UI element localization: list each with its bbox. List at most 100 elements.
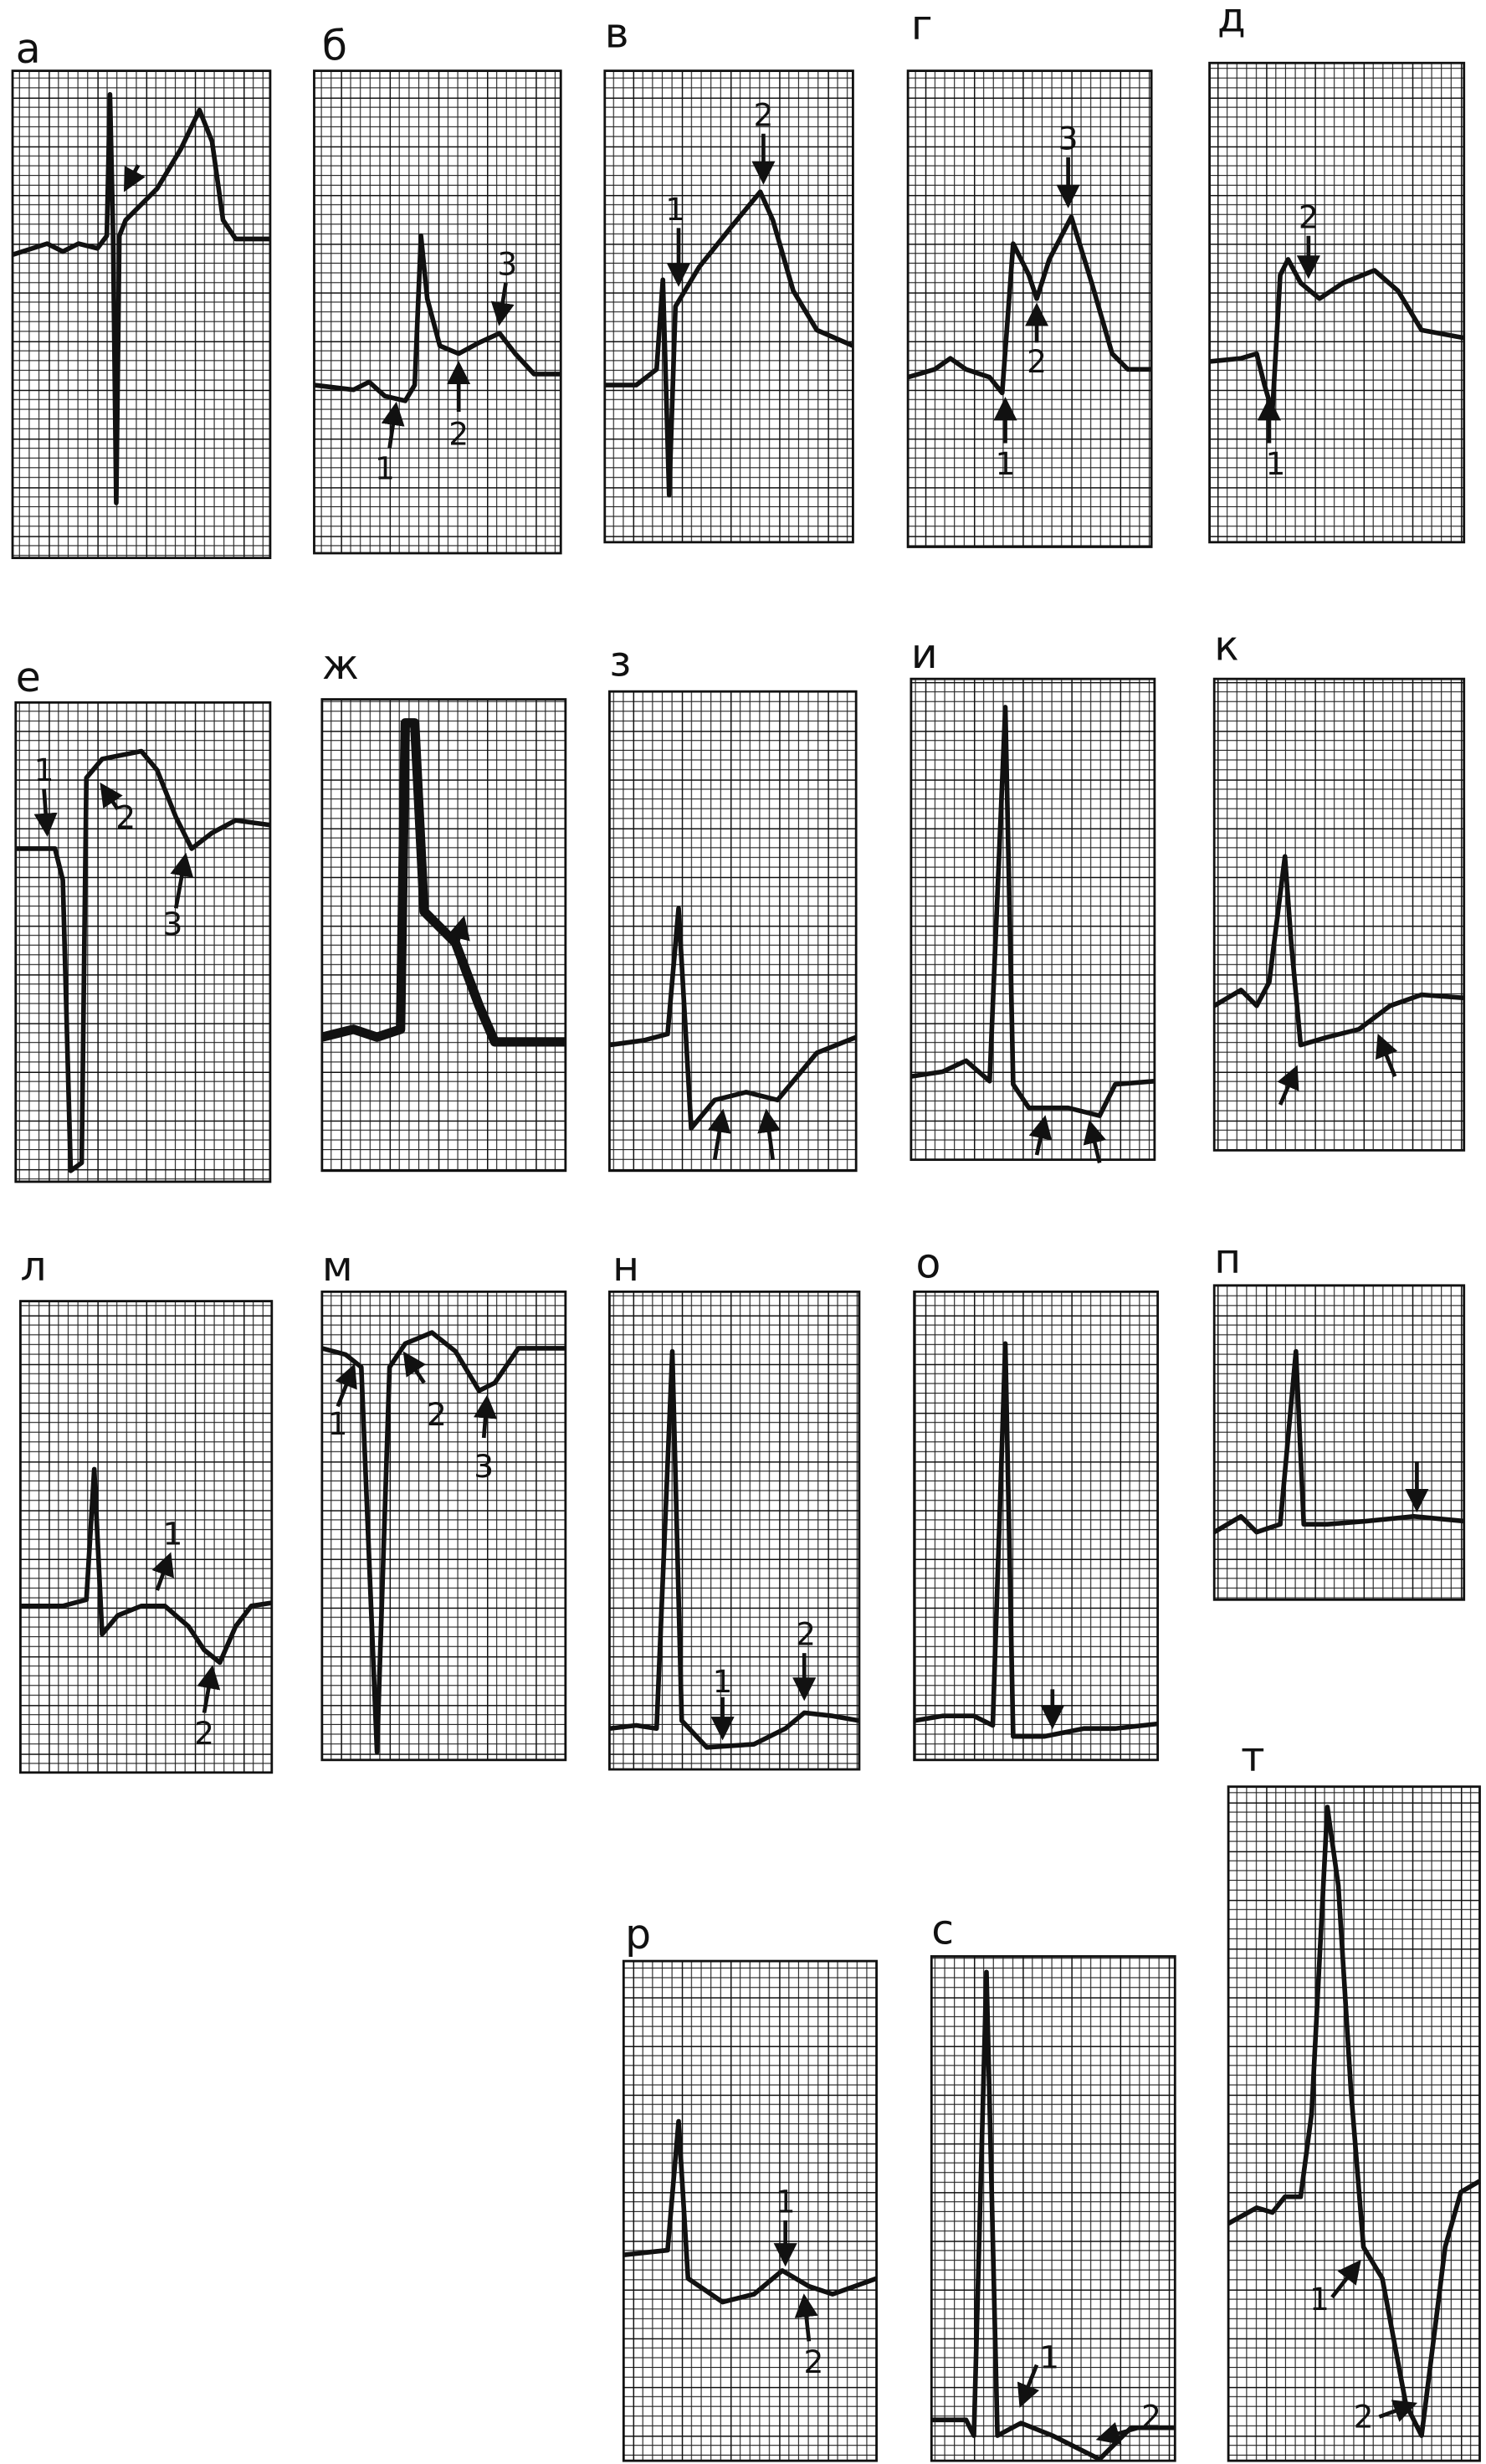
marker-label: 2 <box>427 1396 447 1433</box>
marker-label: 1 <box>665 191 685 228</box>
grid <box>313 69 562 555</box>
arrow <box>757 1108 781 1160</box>
ecg-trace <box>1212 854 1464 1048</box>
traces <box>12 91 1481 2462</box>
arrow <box>1375 1033 1398 1078</box>
ecg-trace <box>1227 1804 1481 2438</box>
panel-letter: е <box>16 654 41 701</box>
arrow <box>100 782 123 811</box>
ecg-trace <box>12 91 270 506</box>
arrow <box>1017 2364 1040 2408</box>
panel-letter: н <box>612 1243 639 1291</box>
ecg-trace <box>609 1348 860 1750</box>
marker-label: 3 <box>163 906 183 942</box>
ecg-trace <box>20 1466 273 1666</box>
grid <box>11 69 272 560</box>
panel-letter: г <box>911 2 933 49</box>
arrow <box>1083 1119 1107 1163</box>
arrow <box>123 164 146 192</box>
marker-label: 1 <box>328 1405 348 1442</box>
panel-letter: в <box>605 9 629 57</box>
ecg-trace <box>320 718 566 1047</box>
panel-letter: з <box>609 638 631 685</box>
marker-label: 1 <box>776 2183 796 2220</box>
arrow <box>1095 2421 1140 2446</box>
ecg-trace <box>1212 1348 1464 1535</box>
arrow <box>197 1665 221 1713</box>
marker-label: 3 <box>1058 120 1079 157</box>
arrows <box>33 133 1429 2446</box>
marker-label: 2 <box>115 799 136 836</box>
grid <box>608 1290 861 1771</box>
grid <box>1208 61 1466 544</box>
marker-label: 1 <box>375 450 395 487</box>
arrow <box>381 401 405 449</box>
arrow <box>1277 1065 1299 1106</box>
marker-label: 1 <box>1265 445 1285 482</box>
marker-label: 1 <box>713 1663 733 1700</box>
arrow <box>33 788 58 837</box>
panel-letter: м <box>322 1243 353 1291</box>
marker-label: 1 <box>996 445 1016 482</box>
ecg-trace <box>609 906 858 1131</box>
marker-label: 1 <box>1039 2338 1059 2375</box>
panel-letter: л <box>20 1243 46 1291</box>
marker-label: 2 <box>796 1616 816 1653</box>
ecg-trace <box>910 705 1155 1118</box>
marker-label: 2 <box>1299 198 1319 235</box>
arrow <box>707 1108 731 1161</box>
arrow <box>170 852 194 909</box>
marker-label: 2 <box>448 415 469 452</box>
arrow <box>151 1552 174 1591</box>
marker-label: 2 <box>753 96 773 133</box>
marker-label: 1 <box>34 752 54 788</box>
grid <box>913 1290 1160 1762</box>
grid <box>930 1955 1176 2462</box>
marker-label: 3 <box>497 246 517 283</box>
marker-label: 1 <box>1309 2281 1330 2318</box>
panel-letter: р <box>625 1911 651 1958</box>
panel-letter: к <box>1214 623 1238 670</box>
ecg-trace <box>623 2118 878 2305</box>
grid <box>910 677 1156 1162</box>
arrow <box>335 1363 357 1408</box>
panel-letter: п <box>1214 1235 1241 1283</box>
grid <box>622 1959 878 2462</box>
ecg-trace <box>321 1330 566 1755</box>
marker-label: 2 <box>1141 2399 1161 2436</box>
ecg-trace <box>907 214 1152 396</box>
panel-letter: с <box>931 1906 954 1953</box>
arrow <box>794 2293 818 2342</box>
marker-label: 2 <box>194 1715 214 1752</box>
ecg-trace <box>314 233 561 403</box>
arrow <box>1330 2259 1361 2299</box>
arrow <box>1378 2400 1418 2422</box>
marker-label: 3 <box>474 1448 494 1485</box>
ecg-trace <box>914 1341 1158 1739</box>
grids <box>11 61 1481 2462</box>
panel-letter: а <box>16 25 41 73</box>
panel-letter: и <box>911 630 938 678</box>
grid <box>906 69 1153 548</box>
ecg-trace <box>15 748 271 1173</box>
panel-letter: ж <box>322 641 359 689</box>
arrow <box>402 1351 427 1384</box>
arrow <box>447 915 470 952</box>
arrow <box>474 1394 498 1439</box>
grid <box>14 701 272 1183</box>
marker-label: 2 <box>804 2343 824 2380</box>
ecg-trace <box>604 189 854 498</box>
panel-letter: о <box>916 1240 941 1287</box>
grid <box>1212 1284 1466 1601</box>
grid <box>603 69 854 544</box>
grid <box>608 690 858 1173</box>
grid <box>1212 677 1466 1152</box>
grid <box>18 1300 274 1774</box>
panel-letter: д <box>1217 0 1246 42</box>
marker-label: 2 <box>1354 2399 1374 2436</box>
ecg-trace <box>1209 257 1465 414</box>
arrow <box>1028 1115 1053 1156</box>
